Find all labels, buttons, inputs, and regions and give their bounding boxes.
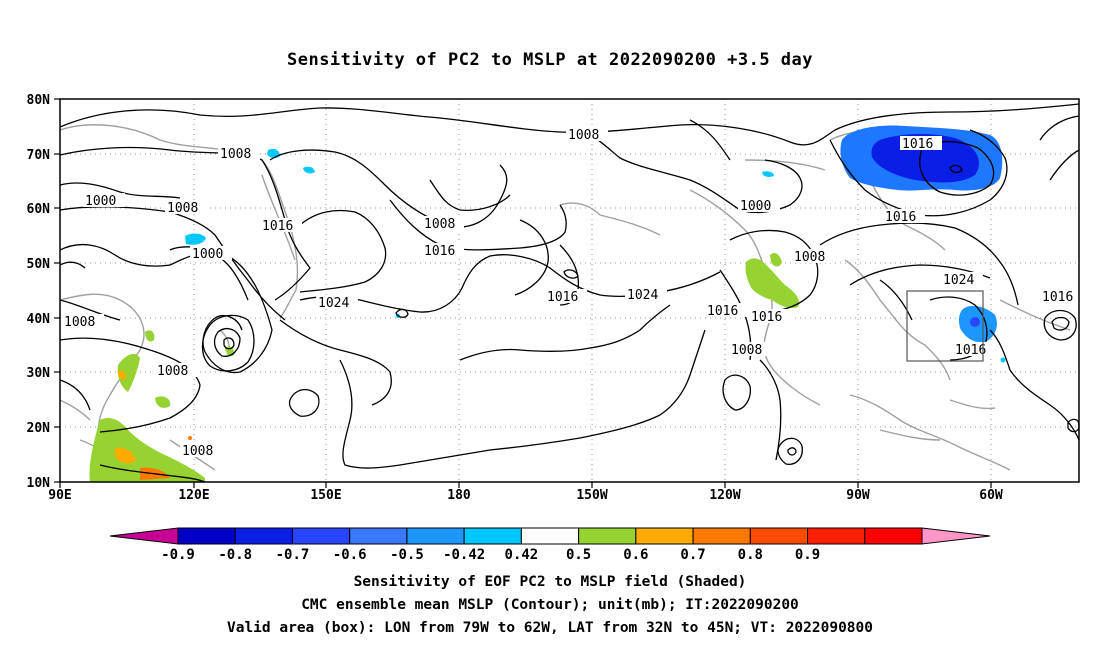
contour-label: 1016 [955, 343, 986, 358]
negative-sensitivity-small-1 [185, 233, 206, 245]
positive-sensitivity-north-america [745, 258, 800, 309]
longitude-labels: 90E 120E 150E 180 150W 120W 90W 60W [48, 488, 1003, 503]
contour-label: 1016 [547, 290, 578, 305]
colorbar-swatch [234, 527, 293, 545]
map-title: Sensitivity of PC2 to MSLP at 2022090200… [286, 50, 813, 70]
colorbar: -0.9 -0.8 -0.7 -0.6 -0.5 -0.42 0.42 0.5 0.6 0.7 0.… [109, 527, 991, 563]
colorbar-swatch [864, 527, 923, 545]
lat-tick-label: 60N [27, 202, 51, 217]
lon-tick-label: 180 [447, 488, 471, 503]
lon-tick-label: 150W [576, 488, 607, 503]
axis-ticks [54, 98, 992, 488]
contour-label: 1024 [627, 288, 658, 303]
caption-valid-area: Valid area (box): LON from 79W to 62W, L… [226, 620, 873, 636]
contour-label: 1016 [1042, 290, 1073, 305]
valid-area-box [906, 290, 984, 362]
colorbar-swatch [578, 527, 637, 545]
colorbar-swatch [807, 527, 866, 545]
colorbar-swatch [749, 527, 809, 545]
colorbar-swatch [177, 527, 236, 545]
colorbar-tick-label: 0.8 [738, 547, 763, 563]
colorbar-swatch [291, 527, 351, 545]
colorbar-tick-label: 0.7 [680, 547, 705, 563]
caption-contour: CMC ensemble mean MSLP (Contour); unit(m… [301, 597, 799, 613]
lat-tick-label: 40N [27, 312, 51, 327]
lat-tick-label: 80N [27, 93, 51, 108]
lat-tick-label: 30N [27, 366, 51, 381]
colorbar-tick-label: 0.6 [623, 547, 648, 563]
lon-tick-label: 90E [48, 488, 71, 503]
colorbar-tick-label: -0.9 [161, 547, 195, 563]
colorbar-tick-label: -0.7 [276, 547, 310, 563]
colorbar-tick-label: 0.42 [505, 547, 539, 563]
lon-tick-label: 120W [709, 488, 740, 503]
colorbar-tick-label: -0.42 [443, 547, 485, 563]
lon-tick-label: 90W [846, 488, 870, 503]
contour-label: 1000 [85, 194, 116, 209]
colorbar-swatch [635, 527, 694, 545]
lon-tick-label: 150E [310, 488, 341, 503]
contour-label: 1016 [707, 304, 738, 319]
caption-shading: Sensitivity of EOF PC2 to MSLP field (Sh… [353, 574, 747, 590]
lat-tick-label: 70N [27, 148, 51, 163]
contour-label: 1008 [424, 217, 455, 232]
positive-sensitivity-south-china [89, 418, 205, 482]
latitude-labels: 80N 70N 60N 50N 40N 30N 20N 10N [27, 93, 51, 491]
contour-label: 1024 [943, 273, 974, 288]
contour-label: 1008 [64, 315, 95, 330]
coastlines [59, 124, 1071, 471]
map-frame [59, 98, 1080, 483]
lon-tick-label: 120E [178, 488, 209, 503]
contour-label: 1008 [220, 147, 251, 162]
contour-label: 1008 [731, 343, 762, 358]
contour-label: 1008 [568, 128, 599, 143]
contour-label: 1016 [751, 310, 782, 325]
contour-label: 1008 [794, 250, 825, 265]
colorbar-swatch [520, 527, 580, 545]
colorbar-tick-label: -0.6 [333, 547, 367, 563]
colorbar-tick-label: 0.9 [795, 547, 820, 563]
contour-label: 1016 [424, 244, 455, 259]
contour-label: 1016 [902, 137, 933, 152]
colorbar-swatch [406, 527, 465, 545]
colorbar-max-triangle [921, 527, 991, 545]
contour-labels: 1008 1000 1008 1016 1000 1024 1008 1008 … [62, 127, 1079, 459]
contour-label: 1008 [167, 201, 198, 216]
contour-label: 1008 [182, 444, 213, 459]
lat-tick-label: 50N [27, 257, 51, 272]
contour-label: 1008 [157, 364, 188, 379]
lat-tick-label: 20N [27, 421, 51, 436]
colorbar-tick-label: -0.5 [390, 547, 424, 563]
map-panel: 1008 1000 1008 1016 1000 1024 1008 1008 … [59, 98, 1080, 483]
lon-tick-label: 60W [979, 488, 1003, 503]
mslp-contours [59, 103, 1080, 483]
contour-label: 1024 [318, 296, 349, 311]
contour-label: 1016 [262, 219, 293, 234]
colorbar-swatch [463, 527, 522, 545]
colorbar-tick-label: 0.5 [566, 547, 591, 563]
colorbar-swatch [349, 527, 408, 545]
lat-tick-label: 10N [27, 476, 51, 491]
positive-sensitivity-asia-1 [117, 354, 140, 392]
contour-label: 1016 [885, 210, 916, 225]
colorbar-swatch [692, 527, 751, 545]
colorbar-tick-label: -0.8 [218, 547, 252, 563]
colorbar-min-triangle [109, 527, 179, 545]
contour-label: 1000 [192, 247, 223, 262]
contour-label: 1000 [740, 199, 771, 214]
